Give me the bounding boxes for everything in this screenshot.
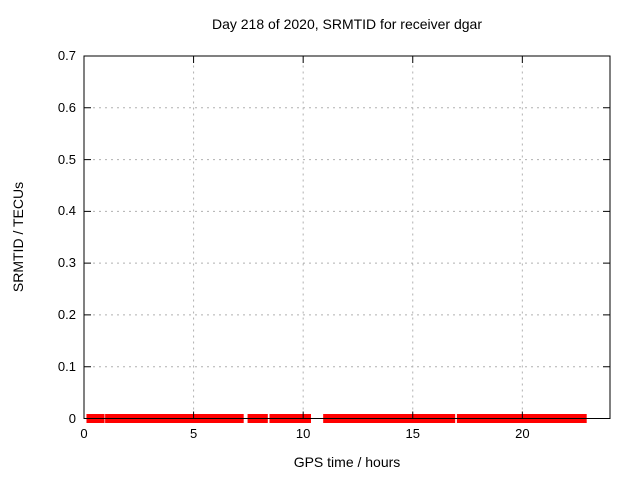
x-tick-label: 10 (295, 425, 311, 441)
x-tick-label: 20 (515, 425, 530, 441)
x-tick-label: 0 (80, 425, 88, 441)
y-tick-label: 0.6 (57, 99, 76, 115)
x-axis-label: GPS time / hours (293, 454, 401, 470)
y-tick-label: 0.7 (57, 48, 76, 63)
x-tick-label: 5 (189, 425, 198, 441)
x-tick-label: 15 (405, 425, 420, 441)
y-tick-label: 0.5 (57, 151, 76, 167)
y-tick-label: 0 (68, 410, 76, 426)
plot-border (83, 55, 611, 419)
chart-title: Day 218 of 2020, SRMTID for receiver dga… (211, 16, 482, 32)
tick-marks (83, 55, 610, 419)
y-tick-label: 0.2 (57, 306, 76, 322)
grid-lines (93, 65, 601, 410)
y-tick-label: 0.4 (57, 203, 76, 219)
y-tick-label: 0.1 (57, 358, 76, 374)
y-tick-label: 0.3 (57, 255, 76, 271)
